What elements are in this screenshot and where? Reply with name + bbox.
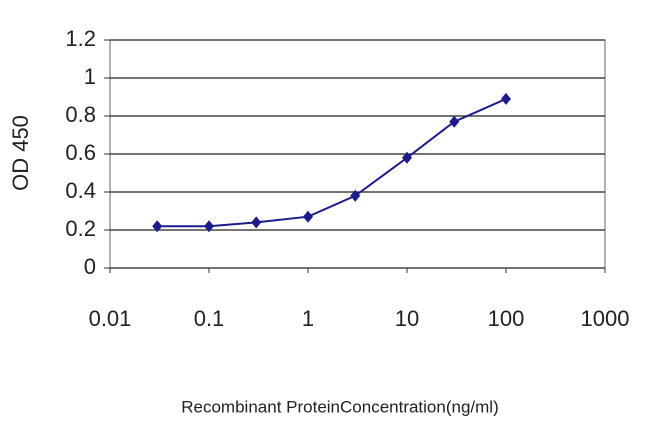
x-tick-label: 1000: [581, 306, 630, 331]
x-tick-label: 10: [395, 306, 419, 331]
y-axis-label: OD 450: [8, 115, 33, 191]
data-point: [501, 92, 511, 105]
data-point: [303, 210, 313, 223]
data-point: [402, 151, 412, 164]
y-tick-label: 0: [84, 254, 96, 279]
data-point: [204, 220, 214, 233]
y-tick-label: 1: [84, 64, 96, 89]
data-point: [251, 216, 262, 229]
y-tick-label: 0.4: [65, 178, 96, 203]
data-line: [157, 97, 507, 228]
x-tick-label: 1: [302, 306, 314, 331]
x-tick-label: 0.01: [89, 306, 132, 331]
x-tick-label: 0.1: [194, 306, 225, 331]
y-tick-label: 0.6: [65, 140, 96, 165]
data-point: [350, 189, 361, 202]
y-tick-label: 0.2: [65, 216, 96, 241]
data-point: [152, 220, 163, 233]
data-point: [449, 115, 460, 128]
y-tick-label: 0.8: [65, 102, 96, 127]
y-tick-label: 1.2: [65, 26, 96, 51]
x-axis-label: Recombinant ProteinConcentration(ng/ml): [181, 397, 499, 416]
x-tick-label: 100: [488, 306, 525, 331]
